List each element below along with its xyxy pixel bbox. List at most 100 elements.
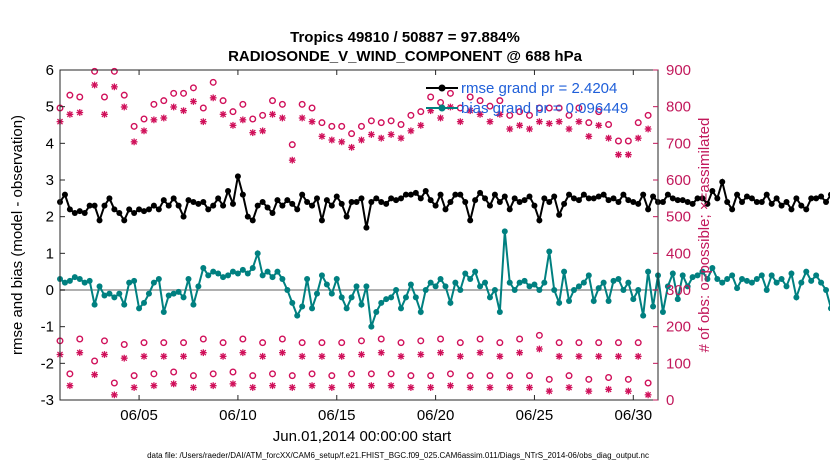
obs-assimilated-point bbox=[120, 354, 128, 362]
obs-assimilated-stroke bbox=[615, 353, 622, 360]
rmse-point bbox=[111, 206, 118, 213]
y-tick-label: -2 bbox=[41, 355, 54, 372]
rmse-point bbox=[605, 197, 612, 204]
obs-assimilated-point bbox=[377, 134, 385, 142]
rmse-point bbox=[205, 206, 212, 213]
obs-assimilated-stroke bbox=[615, 151, 622, 158]
bias-point bbox=[546, 248, 553, 255]
chart-title-line2: RADIOSONDE_V_WIND_COMPONENT @ 688 hPa bbox=[228, 48, 583, 65]
obs-assimilated-stroke bbox=[249, 384, 256, 391]
obs-assimilated-stroke bbox=[259, 127, 266, 134]
obs-possible-point bbox=[180, 339, 188, 347]
obs-possible-point bbox=[338, 339, 346, 347]
bias-point bbox=[620, 287, 627, 293]
obs-assimilated-stroke bbox=[358, 351, 365, 358]
obs-assimilated-point bbox=[456, 352, 464, 360]
obs-possible-point bbox=[565, 372, 573, 380]
bias-point bbox=[674, 296, 681, 303]
obs-assimilated-point bbox=[170, 380, 178, 388]
obs-possible-point bbox=[229, 368, 237, 376]
rmse-point bbox=[813, 195, 820, 202]
bias-point bbox=[200, 265, 207, 271]
rmse-point bbox=[412, 189, 419, 196]
bias-point bbox=[650, 303, 657, 310]
obs-assimilated-point bbox=[249, 384, 257, 391]
obs-assimilated-point bbox=[447, 382, 454, 390]
obs-possible-point bbox=[328, 372, 336, 380]
bias-point bbox=[205, 272, 212, 279]
bias-point bbox=[333, 276, 340, 282]
bias-point bbox=[155, 276, 162, 282]
y2-tick-label: 800 bbox=[666, 99, 691, 116]
bias-point bbox=[452, 279, 459, 286]
rmse-point bbox=[462, 199, 469, 205]
obs-assimilated-point bbox=[496, 352, 504, 360]
obs-assimilated-stroke bbox=[328, 384, 335, 391]
obs-assimilated-stroke bbox=[111, 83, 118, 90]
obs-possible-point bbox=[160, 97, 168, 105]
bias-point bbox=[753, 276, 760, 282]
bias-point bbox=[86, 277, 93, 284]
obs-assimilated-point bbox=[605, 385, 612, 393]
obs-assimilated-point bbox=[140, 127, 148, 135]
bias-point bbox=[734, 285, 741, 292]
bias-point bbox=[378, 299, 385, 306]
obs-possible-point bbox=[466, 372, 474, 380]
obs-possible-point bbox=[328, 122, 336, 130]
rmse-point bbox=[284, 197, 291, 204]
obs-assimilated-point bbox=[575, 118, 583, 126]
obs-possible-point bbox=[180, 89, 188, 97]
obs-possible-point bbox=[545, 104, 553, 112]
rmse-point bbox=[358, 195, 365, 202]
bias-point bbox=[561, 268, 568, 275]
rmse-point bbox=[566, 191, 573, 198]
bias-point bbox=[704, 276, 711, 282]
obs-possible-point bbox=[545, 375, 553, 383]
obs-possible-point bbox=[367, 117, 375, 125]
bias-point bbox=[338, 294, 345, 301]
y2-tick-label: 100 bbox=[666, 355, 691, 372]
rmse-point bbox=[753, 199, 760, 205]
obs-possible-point bbox=[417, 337, 425, 345]
bias-point bbox=[496, 309, 503, 315]
bias-point bbox=[501, 228, 508, 235]
bias-point bbox=[239, 266, 246, 273]
bias-point bbox=[215, 270, 222, 277]
obs-assimilated-point bbox=[437, 349, 444, 357]
footer-data-file: data file: /Users/raeder/DAI/ATM_forcXX/… bbox=[147, 451, 649, 460]
bias-point bbox=[729, 272, 736, 279]
obs-assimilated-stroke bbox=[407, 384, 414, 391]
rmse-point bbox=[758, 199, 765, 205]
bias-point bbox=[427, 279, 434, 286]
obs-assimilated-stroke bbox=[279, 349, 286, 356]
obs-assimilated-stroke bbox=[358, 136, 365, 144]
bias-point bbox=[323, 281, 330, 288]
x-tick-label: 06/15 bbox=[318, 407, 356, 424]
bias-point bbox=[363, 283, 370, 290]
bias-point bbox=[195, 283, 202, 290]
rmse-point bbox=[551, 193, 558, 200]
obs-possible-point bbox=[76, 93, 84, 101]
rmse-point bbox=[299, 191, 306, 198]
obs-assimilated-stroke bbox=[309, 118, 316, 125]
rmse-point bbox=[180, 213, 187, 220]
obs-possible-point bbox=[170, 89, 178, 97]
bias-point bbox=[402, 294, 409, 301]
obs-assimilated-stroke bbox=[575, 118, 582, 125]
obs-assimilated-point bbox=[417, 351, 425, 358]
rmse-point bbox=[220, 202, 227, 209]
obs-possible-point bbox=[644, 111, 652, 119]
obs-assimilated-stroke bbox=[269, 111, 276, 118]
rmse-point bbox=[650, 193, 657, 200]
obs-assimilated-stroke bbox=[496, 111, 503, 118]
obs-assimilated-stroke bbox=[150, 382, 157, 389]
bias-point bbox=[393, 287, 400, 293]
rmse-point bbox=[244, 213, 251, 220]
obs-possible-point bbox=[348, 130, 356, 138]
obs-assimilated-point bbox=[634, 352, 642, 360]
rmse-point bbox=[249, 217, 256, 224]
obs-possible-point bbox=[199, 104, 207, 112]
obs-possible-point bbox=[526, 111, 534, 119]
obs-possible-point bbox=[575, 339, 583, 347]
